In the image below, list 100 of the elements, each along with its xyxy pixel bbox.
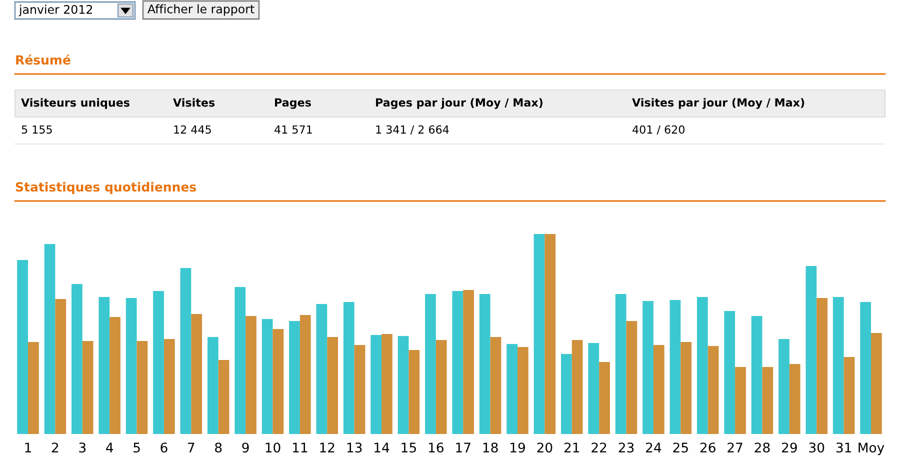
bar (164, 339, 175, 434)
text: Visiteurs uniques (21, 98, 130, 109)
bar (246, 316, 256, 434)
bar (343, 302, 354, 434)
x-tick-label: 14 (374, 442, 390, 452)
bar (844, 357, 855, 434)
bar (599, 362, 610, 434)
bar (778, 339, 790, 434)
x-tick-label: 26 (700, 442, 716, 453)
x-tick-label: 13 (347, 442, 362, 453)
bar (55, 299, 66, 434)
bar (191, 314, 202, 434)
x-tick-label: 4 (106, 442, 114, 452)
x-tick-label: 17 (456, 442, 470, 452)
bar (479, 294, 490, 434)
bar (82, 341, 94, 434)
bar (289, 321, 300, 434)
bar (153, 291, 164, 434)
x-tick-label: 8 (215, 442, 222, 453)
x-tick-label: 5 (134, 442, 140, 453)
bar (517, 347, 528, 434)
text: Visites (173, 98, 215, 107)
bar (724, 311, 736, 434)
x-tick-label: 28 (754, 442, 770, 453)
bar (425, 294, 436, 434)
bar (670, 300, 681, 434)
text: 12 445 (174, 125, 211, 134)
x-tick-label: 27 (728, 442, 742, 452)
bar (327, 337, 338, 434)
x-tick-label: 19 (510, 442, 525, 453)
bar (382, 334, 392, 434)
bar (234, 287, 246, 434)
bar (272, 329, 284, 434)
bar (370, 335, 382, 434)
text: Afficher le rapport (148, 4, 254, 16)
bar (544, 234, 556, 434)
x-tick-label: 20 (537, 442, 552, 453)
bar (860, 302, 871, 434)
x-tick-label: 25 (673, 442, 688, 453)
bar (735, 367, 746, 434)
bar (626, 321, 638, 434)
bar (463, 290, 474, 434)
bar (72, 284, 82, 434)
text: Résumé (16, 54, 70, 65)
bar (642, 301, 654, 434)
text: janvier 2012 (18, 4, 92, 16)
bar (98, 297, 110, 434)
bar (180, 268, 192, 434)
bar (44, 244, 56, 434)
bar (17, 260, 28, 434)
bar (136, 341, 148, 434)
x-tick-label: 30 (809, 442, 824, 453)
x-tick-label: 21 (564, 442, 580, 452)
bar (126, 298, 137, 434)
x-tick-label: 12 (320, 442, 334, 452)
x-tick-label: 18 (483, 442, 498, 453)
bar (398, 336, 409, 434)
bar (506, 344, 518, 434)
x-tick-label: 29 (782, 442, 797, 453)
bar (615, 294, 626, 434)
x-tick-label: 9 (242, 442, 249, 453)
bar (572, 340, 583, 434)
text: 1 341 / 2 664 (376, 125, 449, 135)
bar (316, 304, 328, 434)
bar (110, 317, 120, 434)
x-tick-label: 6 (160, 442, 168, 453)
bar (816, 298, 828, 434)
bar (871, 333, 882, 434)
x-tick-label: 24 (646, 442, 662, 452)
x-tick-label: 22 (592, 442, 606, 452)
text: 5 155 (22, 125, 52, 134)
bar (806, 266, 817, 434)
x-tick-label: 15 (402, 442, 416, 453)
bar (490, 337, 502, 434)
bar (653, 345, 664, 434)
bar (207, 337, 218, 434)
bar (534, 234, 545, 434)
x-tick-label: 2 (52, 442, 58, 452)
text: Pages par jour (Moy / Max) (376, 98, 542, 109)
bar (436, 340, 447, 434)
bar (28, 342, 39, 434)
text: Pages (275, 98, 311, 109)
bar (354, 345, 366, 434)
bar (262, 319, 273, 434)
bar (832, 297, 844, 434)
text: 401 / 620 (632, 125, 684, 135)
bar (408, 350, 420, 434)
x-tick-label: 1 (25, 442, 31, 452)
x-tick-label: 3 (79, 442, 86, 453)
x-tick-label: 31 (836, 442, 851, 453)
bar (300, 315, 311, 434)
bar (708, 346, 719, 434)
bar (218, 360, 230, 434)
bar (696, 297, 708, 434)
bar (588, 343, 600, 434)
bar (751, 316, 762, 434)
bar (789, 364, 800, 434)
x-tick-label: 11 (292, 442, 308, 452)
bar (452, 291, 464, 434)
text: Visites par jour (Moy / Max) (632, 98, 804, 109)
